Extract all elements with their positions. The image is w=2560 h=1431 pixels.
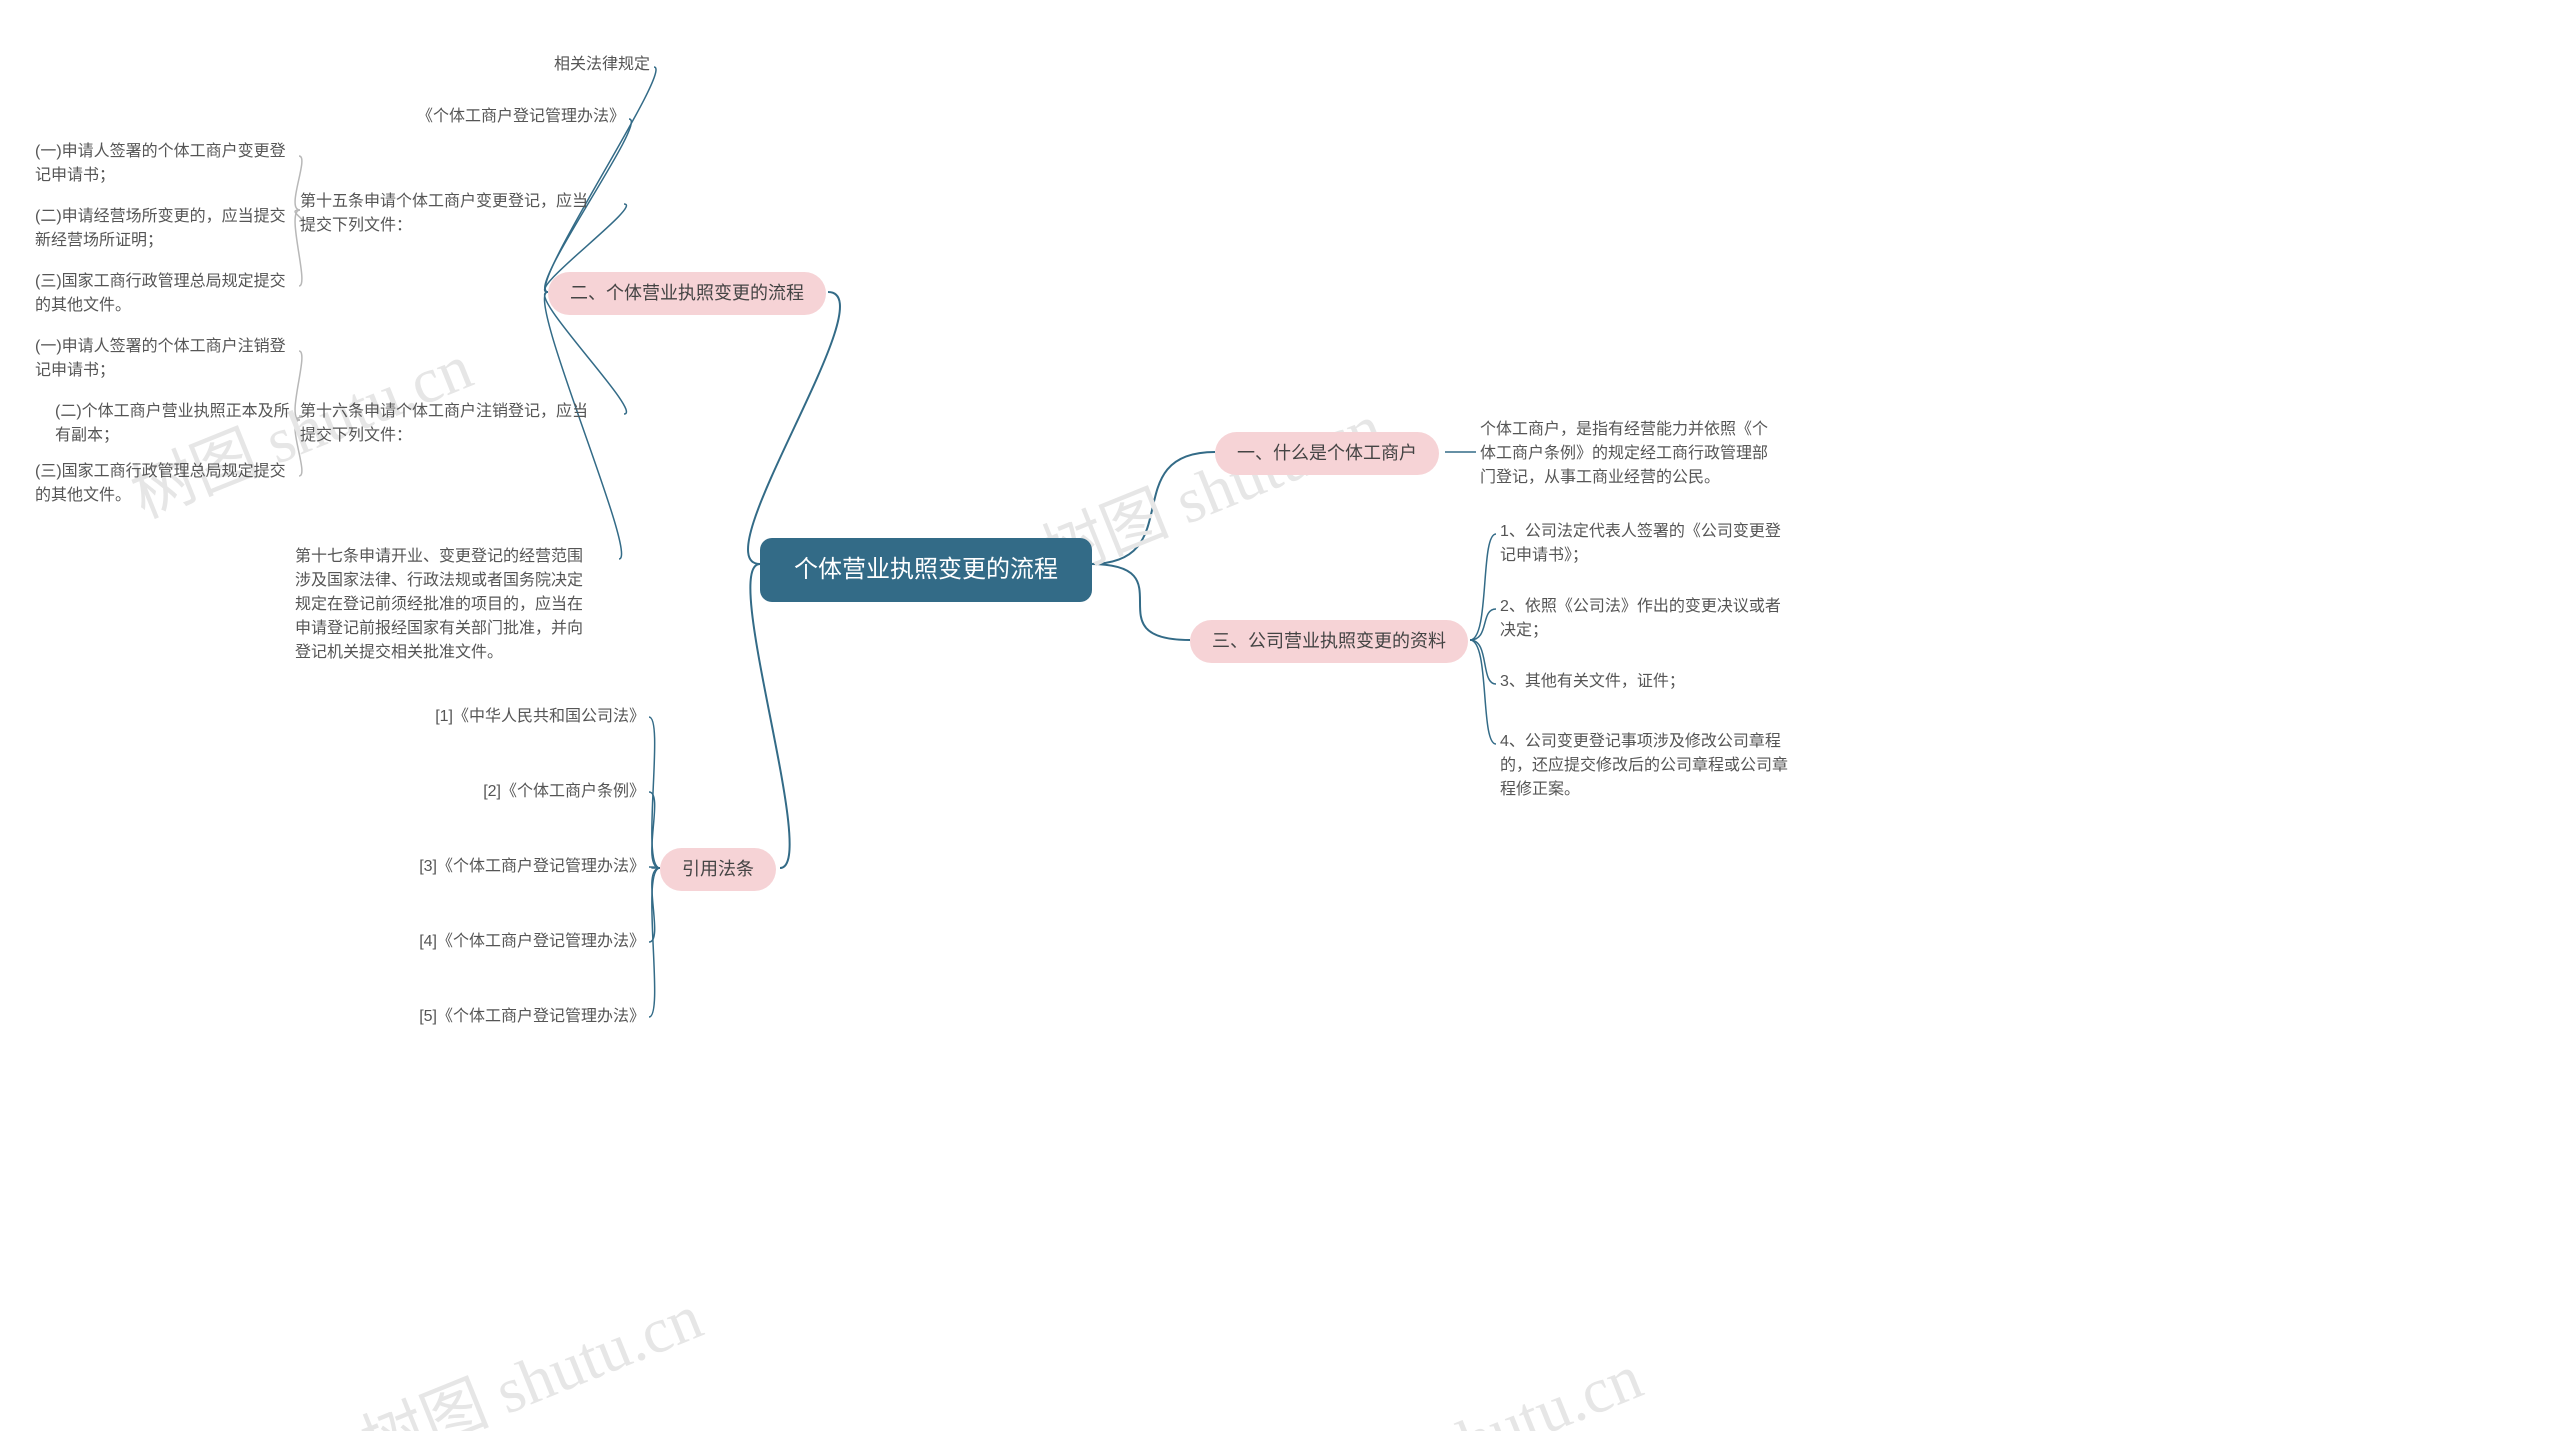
leaf: (一)申请人签署的个体工商户变更登记申请书； [35,140,295,188]
leaf: [2]《个体工商户条例》 [470,780,645,804]
leaf: (二)申请经营场所变更的，应当提交新经营场所证明； [35,205,295,253]
leaf: 3、其他有关文件，证件； [1500,670,1790,694]
branch-references[interactable]: 引用法条 [660,848,776,891]
leaf: 2、依照《公司法》作出的变更决议或者决定； [1500,595,1790,643]
leaf: (三)国家工商行政管理总局规定提交的其他文件。 [35,460,295,508]
watermark: 树图 shutu.cn [346,1266,713,1431]
leaf: 个体工商户，是指有经营能力并依照《个体工商户条例》的规定经工商行政管理部门登记，… [1480,418,1770,490]
leaf: 第十六条申请个体工商户注销登记，应当提交下列文件： [300,400,600,448]
leaf: 1、公司法定代表人签署的《公司变更登记申请书》； [1500,520,1790,568]
leaf: 第十七条申请开业、变更登记的经营范围涉及国家法律、行政法规或者国务院决定规定在登… [295,545,595,665]
branch-process[interactable]: 二、个体营业执照变更的流程 [548,272,826,315]
leaf: (三)国家工商行政管理总局规定提交的其他文件。 [35,270,295,318]
leaf: [5]《个体工商户登记管理办法》 [400,1005,645,1029]
watermark: 树图 shutu.cn [1286,1326,1653,1431]
leaf: 《个体工商户登记管理办法》 [395,105,625,129]
leaf: [3]《个体工商户登记管理办法》 [400,855,645,879]
leaf: [4]《个体工商户登记管理办法》 [400,930,645,954]
leaf: [1]《中华人民共和国公司法》 [415,705,645,729]
branch-what-is[interactable]: 一、什么是个体工商户 [1215,432,1439,475]
leaf: 4、公司变更登记事项涉及修改公司章程的，还应提交修改后的公司章程或公司章程修正案… [1500,730,1790,802]
leaf: (二)个体工商户营业执照正本及所有副本； [55,400,295,448]
leaf: 相关法律规定 [450,53,650,77]
branch-company-materials[interactable]: 三、公司营业执照变更的资料 [1190,620,1468,663]
leaf: 第十五条申请个体工商户变更登记，应当提交下列文件： [300,190,600,238]
mindmap-root[interactable]: 个体营业执照变更的流程 [760,538,1092,602]
leaf: (一)申请人签署的个体工商户注销登记申请书； [35,335,295,383]
